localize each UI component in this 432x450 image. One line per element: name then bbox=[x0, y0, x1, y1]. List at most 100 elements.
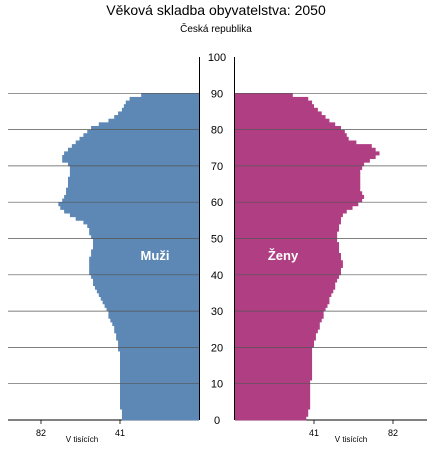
male-bar bbox=[93, 242, 199, 247]
female-bar bbox=[235, 162, 365, 167]
female-bar bbox=[235, 300, 330, 305]
female-bar bbox=[235, 180, 361, 185]
male-label: Muži bbox=[141, 248, 170, 263]
male-bar bbox=[120, 398, 199, 403]
male-bar bbox=[110, 318, 199, 323]
y-tick-label: 100 bbox=[208, 52, 226, 64]
female-bar bbox=[235, 372, 313, 377]
female-bar bbox=[235, 314, 324, 319]
female-bar bbox=[235, 401, 311, 406]
y-tick-label: 10 bbox=[211, 379, 223, 391]
male-bar bbox=[125, 100, 199, 105]
male-bar bbox=[120, 369, 199, 374]
male-bar bbox=[108, 118, 199, 123]
male-bar bbox=[108, 311, 199, 316]
female-bar bbox=[235, 245, 340, 250]
male-bar bbox=[91, 249, 199, 254]
male-bar bbox=[93, 245, 199, 250]
male-bar bbox=[89, 256, 199, 261]
female-bar bbox=[235, 296, 330, 301]
female-bar bbox=[235, 100, 313, 105]
male-bar bbox=[112, 321, 199, 327]
male-bar bbox=[118, 340, 199, 345]
female-bar bbox=[235, 213, 343, 218]
male-bar bbox=[118, 111, 199, 116]
female-bar bbox=[235, 343, 314, 348]
female-bar bbox=[235, 238, 338, 243]
male-bar bbox=[67, 180, 199, 185]
male-bar bbox=[91, 253, 199, 258]
y-tick-label: 20 bbox=[211, 342, 223, 354]
male-bar bbox=[94, 285, 199, 290]
x-tick-label: 82 bbox=[388, 428, 398, 438]
male-bar bbox=[120, 365, 199, 370]
male-bar bbox=[129, 96, 199, 101]
male-bar bbox=[120, 405, 199, 410]
female-bar bbox=[235, 191, 363, 196]
male-bar bbox=[104, 303, 199, 308]
male-bar bbox=[120, 351, 199, 356]
female-bar bbox=[235, 107, 318, 112]
male-bar bbox=[120, 361, 199, 366]
y-tick-label: 80 bbox=[211, 125, 223, 137]
female-bar bbox=[235, 387, 311, 392]
female-bar bbox=[235, 220, 341, 225]
male-bar bbox=[93, 278, 199, 283]
female-bar bbox=[235, 358, 313, 363]
female-bar bbox=[235, 285, 336, 290]
male-bar bbox=[89, 267, 199, 272]
female-bar bbox=[235, 329, 318, 334]
female-bar bbox=[235, 325, 320, 330]
female-bar bbox=[235, 365, 313, 370]
female-bar bbox=[235, 347, 313, 352]
female-bar bbox=[235, 394, 311, 399]
female-bar bbox=[235, 351, 313, 356]
female-bar bbox=[235, 249, 340, 254]
y-tick-label: 0 bbox=[214, 415, 220, 427]
female-bar bbox=[235, 256, 341, 261]
male-bar bbox=[69, 173, 199, 178]
female-bar bbox=[235, 223, 340, 229]
y-tick-label: 50 bbox=[211, 234, 223, 246]
female-bar bbox=[235, 409, 309, 414]
male-bar bbox=[93, 282, 199, 287]
female-bar bbox=[235, 158, 370, 163]
male-bar bbox=[62, 198, 199, 203]
male-bar bbox=[114, 325, 199, 330]
female-bar bbox=[235, 194, 365, 199]
male-bar bbox=[69, 213, 199, 218]
male-bar bbox=[91, 125, 199, 130]
male-bar bbox=[91, 234, 199, 239]
female-bar bbox=[235, 118, 330, 123]
female-bar bbox=[235, 282, 336, 287]
female-bar bbox=[235, 209, 347, 214]
female-bar bbox=[235, 104, 314, 109]
female-bar bbox=[235, 354, 313, 359]
male-bar bbox=[106, 307, 199, 312]
male-bar bbox=[118, 347, 199, 352]
female-bar bbox=[235, 205, 353, 210]
female-bar bbox=[235, 289, 334, 294]
male-bar bbox=[79, 136, 199, 141]
male-bar bbox=[91, 274, 199, 279]
male-bar bbox=[100, 296, 199, 301]
female-bar bbox=[235, 151, 380, 156]
female-bar bbox=[235, 318, 322, 323]
male-bar bbox=[62, 158, 199, 163]
female-bar bbox=[235, 390, 311, 395]
female-bar bbox=[235, 125, 341, 130]
y-tick-label: 70 bbox=[211, 161, 223, 173]
male-bar bbox=[93, 238, 199, 243]
female-bar bbox=[235, 321, 320, 327]
male-bar bbox=[120, 387, 199, 392]
male-bar bbox=[75, 140, 199, 145]
male-bar bbox=[120, 394, 199, 399]
male-bar bbox=[120, 383, 199, 388]
male-bar bbox=[89, 227, 199, 232]
male-bar bbox=[120, 390, 199, 395]
female-bar bbox=[235, 227, 340, 232]
female-bar bbox=[235, 274, 340, 279]
male-bar bbox=[67, 147, 199, 152]
female-bar bbox=[235, 380, 311, 385]
male-bar bbox=[121, 416, 199, 421]
